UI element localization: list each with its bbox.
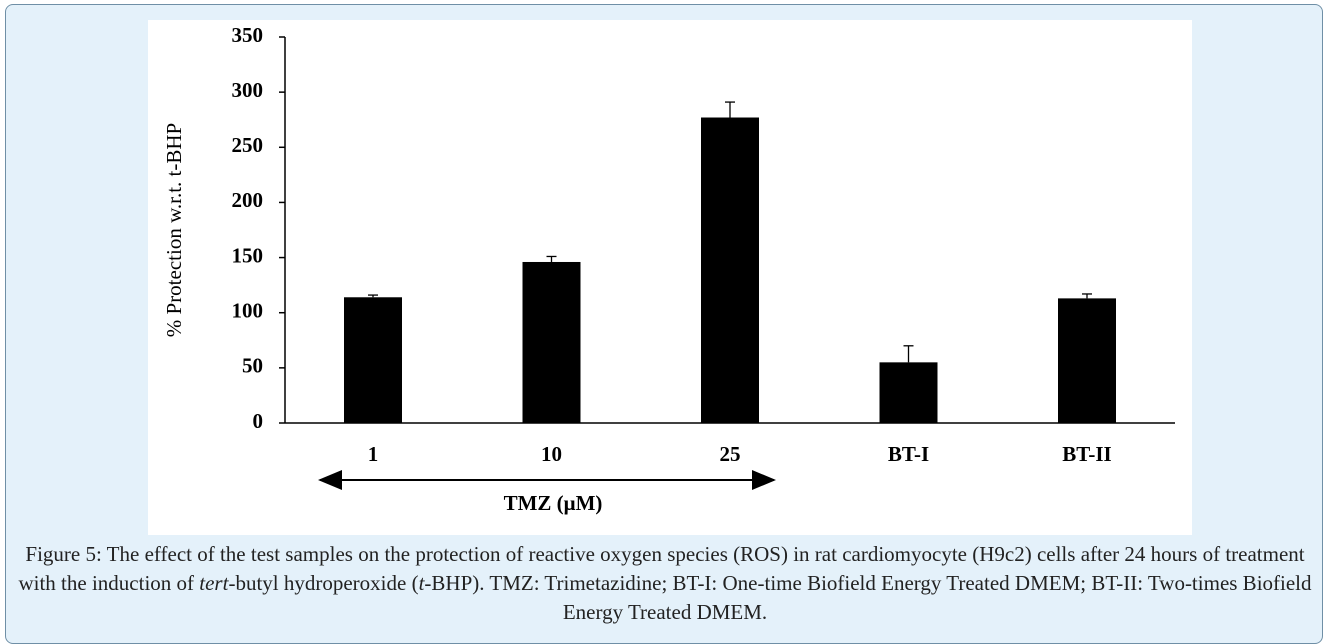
x-tick-label: 1 — [368, 442, 379, 466]
page: {"chart_data": {"type": "bar", "y_label"… — [5, 4, 1323, 644]
caption-text: -BHP). TMZ: Trimetazidine; BT-I: One-tim… — [424, 571, 1312, 624]
error-bar — [903, 345, 914, 363]
y-tick-label: 300 — [232, 78, 264, 102]
y-tick-label: 50 — [242, 354, 263, 378]
y-tick-label: 150 — [232, 243, 264, 267]
error-bar — [725, 101, 735, 118]
y-tick-label: 100 — [232, 299, 264, 323]
caption: Figure 5: The effect of the test samples… — [15, 540, 1315, 627]
error-bar — [368, 294, 378, 298]
error-bar — [1082, 293, 1092, 299]
bar — [522, 261, 581, 423]
caption-text: -butyl hydroperoxide ( — [228, 571, 419, 595]
x-tick-label: BT-I — [888, 442, 929, 466]
bar — [344, 297, 402, 423]
x-tick-label: 25 — [720, 442, 741, 466]
chart: % Protection w.r.t. t-BHP TMZ (μM) 0 50 10… — [148, 20, 1192, 535]
annotation: TMZ (μM) — [504, 491, 603, 515]
y-tick-label: 350 — [232, 23, 264, 47]
y-axis-label: % Protection w.r.t. t-BHP — [162, 123, 186, 337]
y-tick-label: 0 — [253, 409, 264, 433]
bar — [1058, 298, 1116, 423]
y-tick-label: 250 — [232, 133, 264, 157]
x-tick-label: BT-II — [1062, 442, 1111, 466]
bar — [701, 117, 759, 423]
caption-text: t — [418, 571, 425, 595]
error-bar — [546, 255, 557, 262]
caption-text: tert — [199, 571, 229, 595]
caption-text: Figure 5: The effect of the test samples… — [18, 542, 1305, 595]
x-tick-label: 10 — [541, 442, 562, 466]
y-tick-label: 200 — [232, 188, 264, 212]
bar — [879, 362, 938, 423]
